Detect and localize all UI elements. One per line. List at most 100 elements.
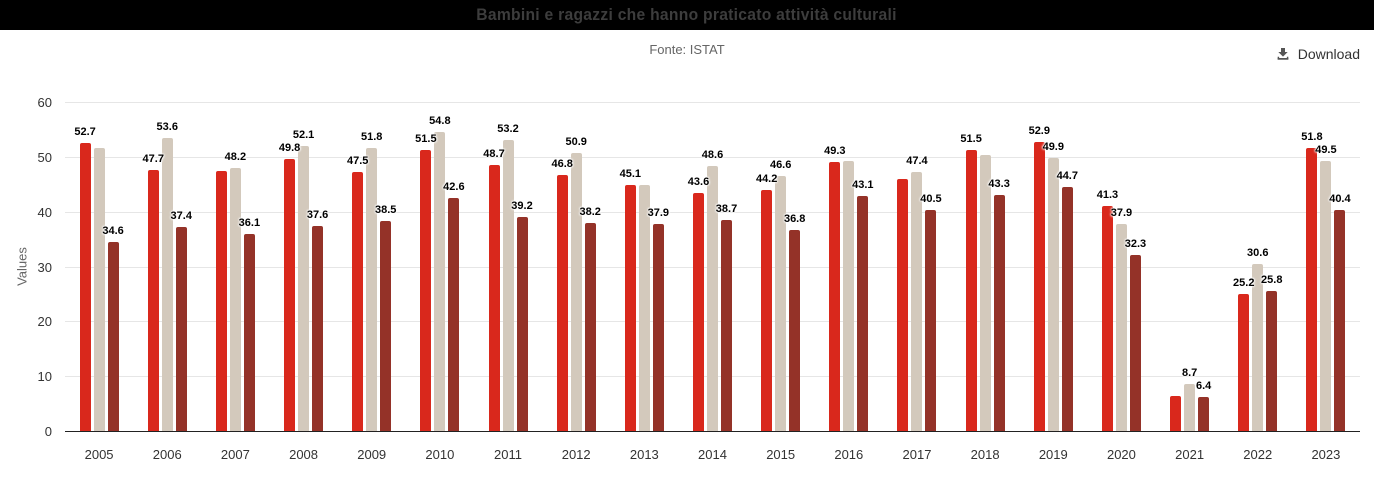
x-tick-label: 2019 [1038, 447, 1068, 462]
bar-value-label: 49.3 [824, 144, 846, 157]
bar-value-label: 37.9 [647, 207, 670, 220]
bar-series-dark-red-2007[interactable] [243, 234, 255, 432]
bar-series-dark-red-2016[interactable] [857, 195, 869, 432]
bar-series-beige-2012[interactable] [570, 152, 582, 432]
bar-value-label: 40.5 [920, 192, 942, 205]
bar-series-red-2009[interactable] [352, 171, 364, 432]
chart-subtitle: Fonte: ISTAT [649, 42, 725, 57]
bar-series-red-2010[interactable] [420, 149, 432, 432]
bar-series-beige-2005[interactable] [93, 147, 105, 432]
bar-value-label: 41.3 [1096, 188, 1119, 201]
bar-value-label: 51.5 [415, 132, 437, 145]
bar-value-label: 25.8 [1261, 273, 1283, 286]
bar-series-beige-2009[interactable] [366, 147, 378, 432]
bar-series-dark-red-2017[interactable] [925, 209, 937, 432]
bar-series-red-2016[interactable] [829, 161, 841, 432]
bar-value-label: 37.9 [1110, 207, 1133, 220]
bar-series-red-2005[interactable] [79, 143, 91, 432]
bar-series-dark-red-2019[interactable] [1061, 186, 1073, 432]
bar-series-beige-2018[interactable] [979, 154, 991, 432]
bar-series-beige-2017[interactable] [911, 172, 923, 432]
bar-series-dark-red-2012[interactable] [584, 222, 596, 432]
bar-series-red-2006[interactable] [147, 170, 159, 432]
bar-series-dark-red-2006[interactable] [175, 226, 187, 432]
bar-series-dark-red-2008[interactable] [312, 225, 324, 432]
bar-series-red-2008[interactable] [284, 158, 296, 432]
bar-series-dark-red-2010[interactable] [448, 198, 460, 432]
bar-value-label: 39.2 [511, 200, 533, 213]
bar-series-red-2007[interactable] [215, 171, 227, 432]
bar-value-label: 34.6 [102, 225, 124, 238]
bar-series-dark-red-2011[interactable] [516, 217, 528, 432]
bar-series-beige-2023[interactable] [1320, 160, 1332, 432]
bar-series-red-2018[interactable] [965, 149, 977, 432]
bar-series-red-2013[interactable] [624, 184, 636, 432]
bar-value-label: 49.8 [278, 141, 301, 154]
chart-title-bar: Bambini e ragazzi che hanno praticato at… [0, 0, 1374, 30]
bar-value-label: 52.9 [1028, 124, 1050, 137]
bar-series-red-2014[interactable] [693, 192, 704, 432]
bar-series-dark-red-2022[interactable] [1266, 290, 1278, 432]
y-tick-label: 10 [37, 369, 52, 385]
y-tick-label: 30 [37, 259, 52, 275]
bar-series-dark-red-2009[interactable] [380, 220, 392, 432]
bar-series-dark-red-2014[interactable] [721, 219, 732, 432]
x-axis-line [65, 431, 1360, 432]
download-icon [1275, 46, 1291, 62]
bar-series-beige-2011[interactable] [502, 140, 514, 432]
x-tick-label: 2013 [629, 447, 659, 462]
bar-series-red-2022[interactable] [1238, 293, 1250, 432]
bar-value-label: 43.6 [687, 175, 710, 188]
bar-value-label: 44.2 [755, 172, 778, 185]
bar-value-label: 51.5 [960, 132, 982, 145]
bar-value-label: 45.1 [619, 167, 642, 180]
bar-series-dark-red-2013[interactable] [652, 224, 664, 432]
bar-series-beige-2007[interactable] [229, 167, 241, 432]
y-tick-label: 50 [37, 149, 52, 165]
bar-series-beige-2021[interactable] [1184, 384, 1196, 432]
bar-series-beige-2019[interactable] [1047, 158, 1059, 432]
bar-series-beige-2022[interactable] [1252, 264, 1264, 432]
x-tick-label: 2022 [1243, 447, 1273, 462]
x-tick-label: 2008 [289, 447, 319, 462]
bar-value-label: 54.8 [429, 114, 451, 127]
bar-value-label: 32.3 [1124, 237, 1147, 250]
bar-series-dark-red-2021[interactable] [1198, 396, 1210, 432]
bar-value-label: 38.7 [715, 202, 738, 215]
bar-value-label: 43.3 [988, 177, 1010, 190]
bar-series-beige-2006[interactable] [161, 138, 173, 432]
x-tick-label: 2020 [1106, 447, 1136, 462]
bar-series-red-2023[interactable] [1306, 147, 1318, 432]
bar-value-label: 36.8 [783, 213, 806, 226]
bar-series-beige-2016[interactable] [843, 160, 855, 432]
x-tick-label: 2009 [357, 447, 387, 462]
bar-value-label: 42.6 [443, 181, 465, 194]
bar-series-beige-2015[interactable] [775, 176, 787, 432]
bar-series-dark-red-2015[interactable] [789, 230, 801, 432]
x-tick-label: 2016 [834, 447, 864, 462]
bar-series-red-2020[interactable] [1101, 205, 1113, 432]
bar-series-beige-2013[interactable] [638, 185, 650, 432]
bar-series-red-2012[interactable] [556, 175, 568, 432]
x-tick-label: 2017 [902, 447, 932, 462]
bar-series-dark-red-2018[interactable] [993, 194, 1005, 432]
bar-series-red-2011[interactable] [488, 164, 500, 432]
x-tick-label: 2023 [1311, 447, 1341, 462]
bar-series-red-2015[interactable] [761, 189, 773, 432]
bar-series-dark-red-2020[interactable] [1129, 254, 1141, 432]
bar-series-beige-2020[interactable] [1115, 224, 1127, 432]
bar-series-red-2017[interactable] [897, 179, 909, 432]
bar-value-label: 48.2 [224, 150, 247, 163]
bar-series-red-2019[interactable] [1033, 141, 1045, 432]
download-button[interactable]: Download [1275, 46, 1360, 62]
bar-value-label: 25.2 [1233, 276, 1255, 289]
bar-value-label: 51.8 [360, 130, 383, 143]
bar-series-beige-2014[interactable] [707, 165, 718, 432]
bar-series-dark-red-2023[interactable] [1334, 210, 1346, 432]
bar-series-red-2021[interactable] [1170, 395, 1182, 432]
gridline [65, 102, 1360, 103]
bar-series-dark-red-2005[interactable] [107, 242, 119, 432]
bar-series-beige-2008[interactable] [298, 146, 310, 432]
bar-value-label: 53.2 [497, 123, 519, 136]
bar-series-beige-2010[interactable] [434, 131, 446, 432]
